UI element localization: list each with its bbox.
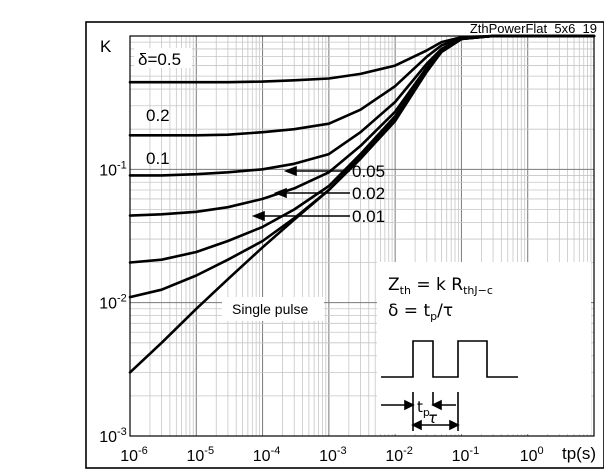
formula-delta: δ = tp/τ [388,301,453,323]
y-tick-label: 10-1 [99,159,127,179]
tau-label: τ [428,409,438,427]
x-axis-label: tp(s) [562,444,596,463]
label-0-01: 0.01 [352,207,385,226]
label-0-1: 0.1 [146,149,170,168]
delta-label-bg [134,48,192,68]
x-tick-label: 10-6 [120,445,148,465]
label-0-2: 0.2 [146,106,170,125]
pulse-waveform-diagram [381,340,518,431]
figure-reference: ZthPowerFlat_5x6_19 [470,21,597,36]
x-tick-label: 10-4 [253,445,281,465]
label-0-02: 0.02 [352,184,385,203]
x-tick-label: 100 [520,445,544,465]
tp-label: tp [417,398,430,419]
plot-area [129,35,595,437]
y-tick-label: 10-3 [99,426,127,446]
label-delta-0-5: δ=0.5 [138,50,181,69]
x-tick-label: 10-5 [186,445,214,465]
formula-zth: Zth = k RthJ−c [388,275,493,297]
x-tick-label: 10-3 [319,445,347,465]
y-tick-labels: 10-3 10-2 10-1 [99,159,127,446]
label-0-05: 0.05 [352,162,385,181]
header-strip [0,0,604,10]
chart-frame [85,21,604,469]
y-tick-label: 10-2 [99,293,127,313]
x-tick-label: 10-2 [385,445,413,465]
leader-lines [251,165,350,222]
label-single-pulse: Single pulse [232,301,308,317]
y-axis-label: K [100,37,112,56]
x-tick-label: 10-1 [452,445,480,465]
single-pulse-bg [222,297,324,321]
x-tick-labels: 10-6 10-5 10-4 10-3 10-2 10-1 100 [120,445,543,465]
